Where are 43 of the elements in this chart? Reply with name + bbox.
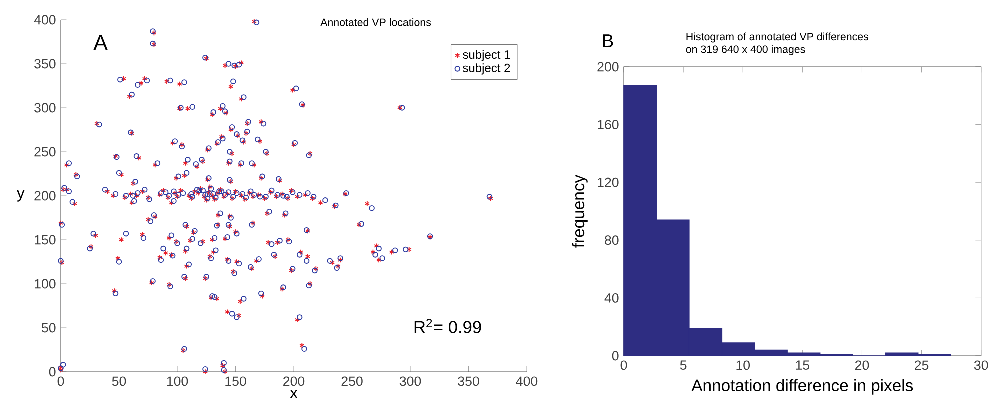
y-tick-label: 200 xyxy=(34,191,56,201)
x-tick-label: 0 xyxy=(620,360,628,370)
x-tick-label: 200 xyxy=(284,376,305,386)
x-tick-label: 350 xyxy=(458,376,480,386)
x-tick-label: 20 xyxy=(855,360,870,370)
x-tick-label: 15 xyxy=(796,360,810,370)
y-tick-label: 40 xyxy=(604,293,619,303)
y-tick-label: 0 xyxy=(49,367,56,377)
x-tick-label: 300 xyxy=(400,376,422,386)
y-tick-label: 250 xyxy=(34,147,56,157)
chart-title: Histogram of annotated VP differences xyxy=(686,32,869,43)
x-tick-label: 400 xyxy=(516,376,538,386)
legend-label: subject 1 xyxy=(463,50,510,62)
x-axis-title: Annotation difference in pixels xyxy=(692,379,914,395)
chart-subtitle: on 319 640 x 400 images xyxy=(686,45,806,56)
y-tick-label: 400 xyxy=(34,15,56,25)
x-tick-label: 250 xyxy=(342,376,363,386)
y-tick-label: 300 xyxy=(34,103,56,113)
x-tick-label: 0 xyxy=(58,376,64,386)
x-tick-label: 25 xyxy=(915,360,929,370)
x-tick-label: 150 xyxy=(226,376,246,386)
x-tick-label: 5 xyxy=(680,360,687,370)
text: B xyxy=(603,34,614,48)
x-axis-title: x xyxy=(290,390,298,398)
y-axis-title: frequency xyxy=(572,174,588,248)
x-tick-label: 50 xyxy=(112,376,126,386)
y-tick-label: 120 xyxy=(598,178,619,188)
x-tick-label: 30 xyxy=(974,360,988,370)
y-tick-label: 200 xyxy=(598,62,619,72)
y-axis-title: y xyxy=(16,190,25,202)
y-tick-label: 80 xyxy=(605,236,619,246)
y-tick-label: 50 xyxy=(42,323,56,333)
y-tick-label: 350 xyxy=(34,59,56,69)
x-tick-label: 10 xyxy=(736,360,750,370)
legend-label: subject 2 xyxy=(463,64,510,75)
y-tick-label: 150 xyxy=(35,235,56,245)
y-tick-label: 0 xyxy=(612,351,619,361)
annotation: R$^{2}$= 0.99 xyxy=(414,319,482,334)
y-tick-label: 160 xyxy=(598,120,619,130)
chart-title: Annotated VP locations xyxy=(320,18,432,26)
x-tick-label: 100 xyxy=(167,376,188,386)
annotation: A xyxy=(94,35,108,50)
y-tick-label: 100 xyxy=(35,279,56,289)
